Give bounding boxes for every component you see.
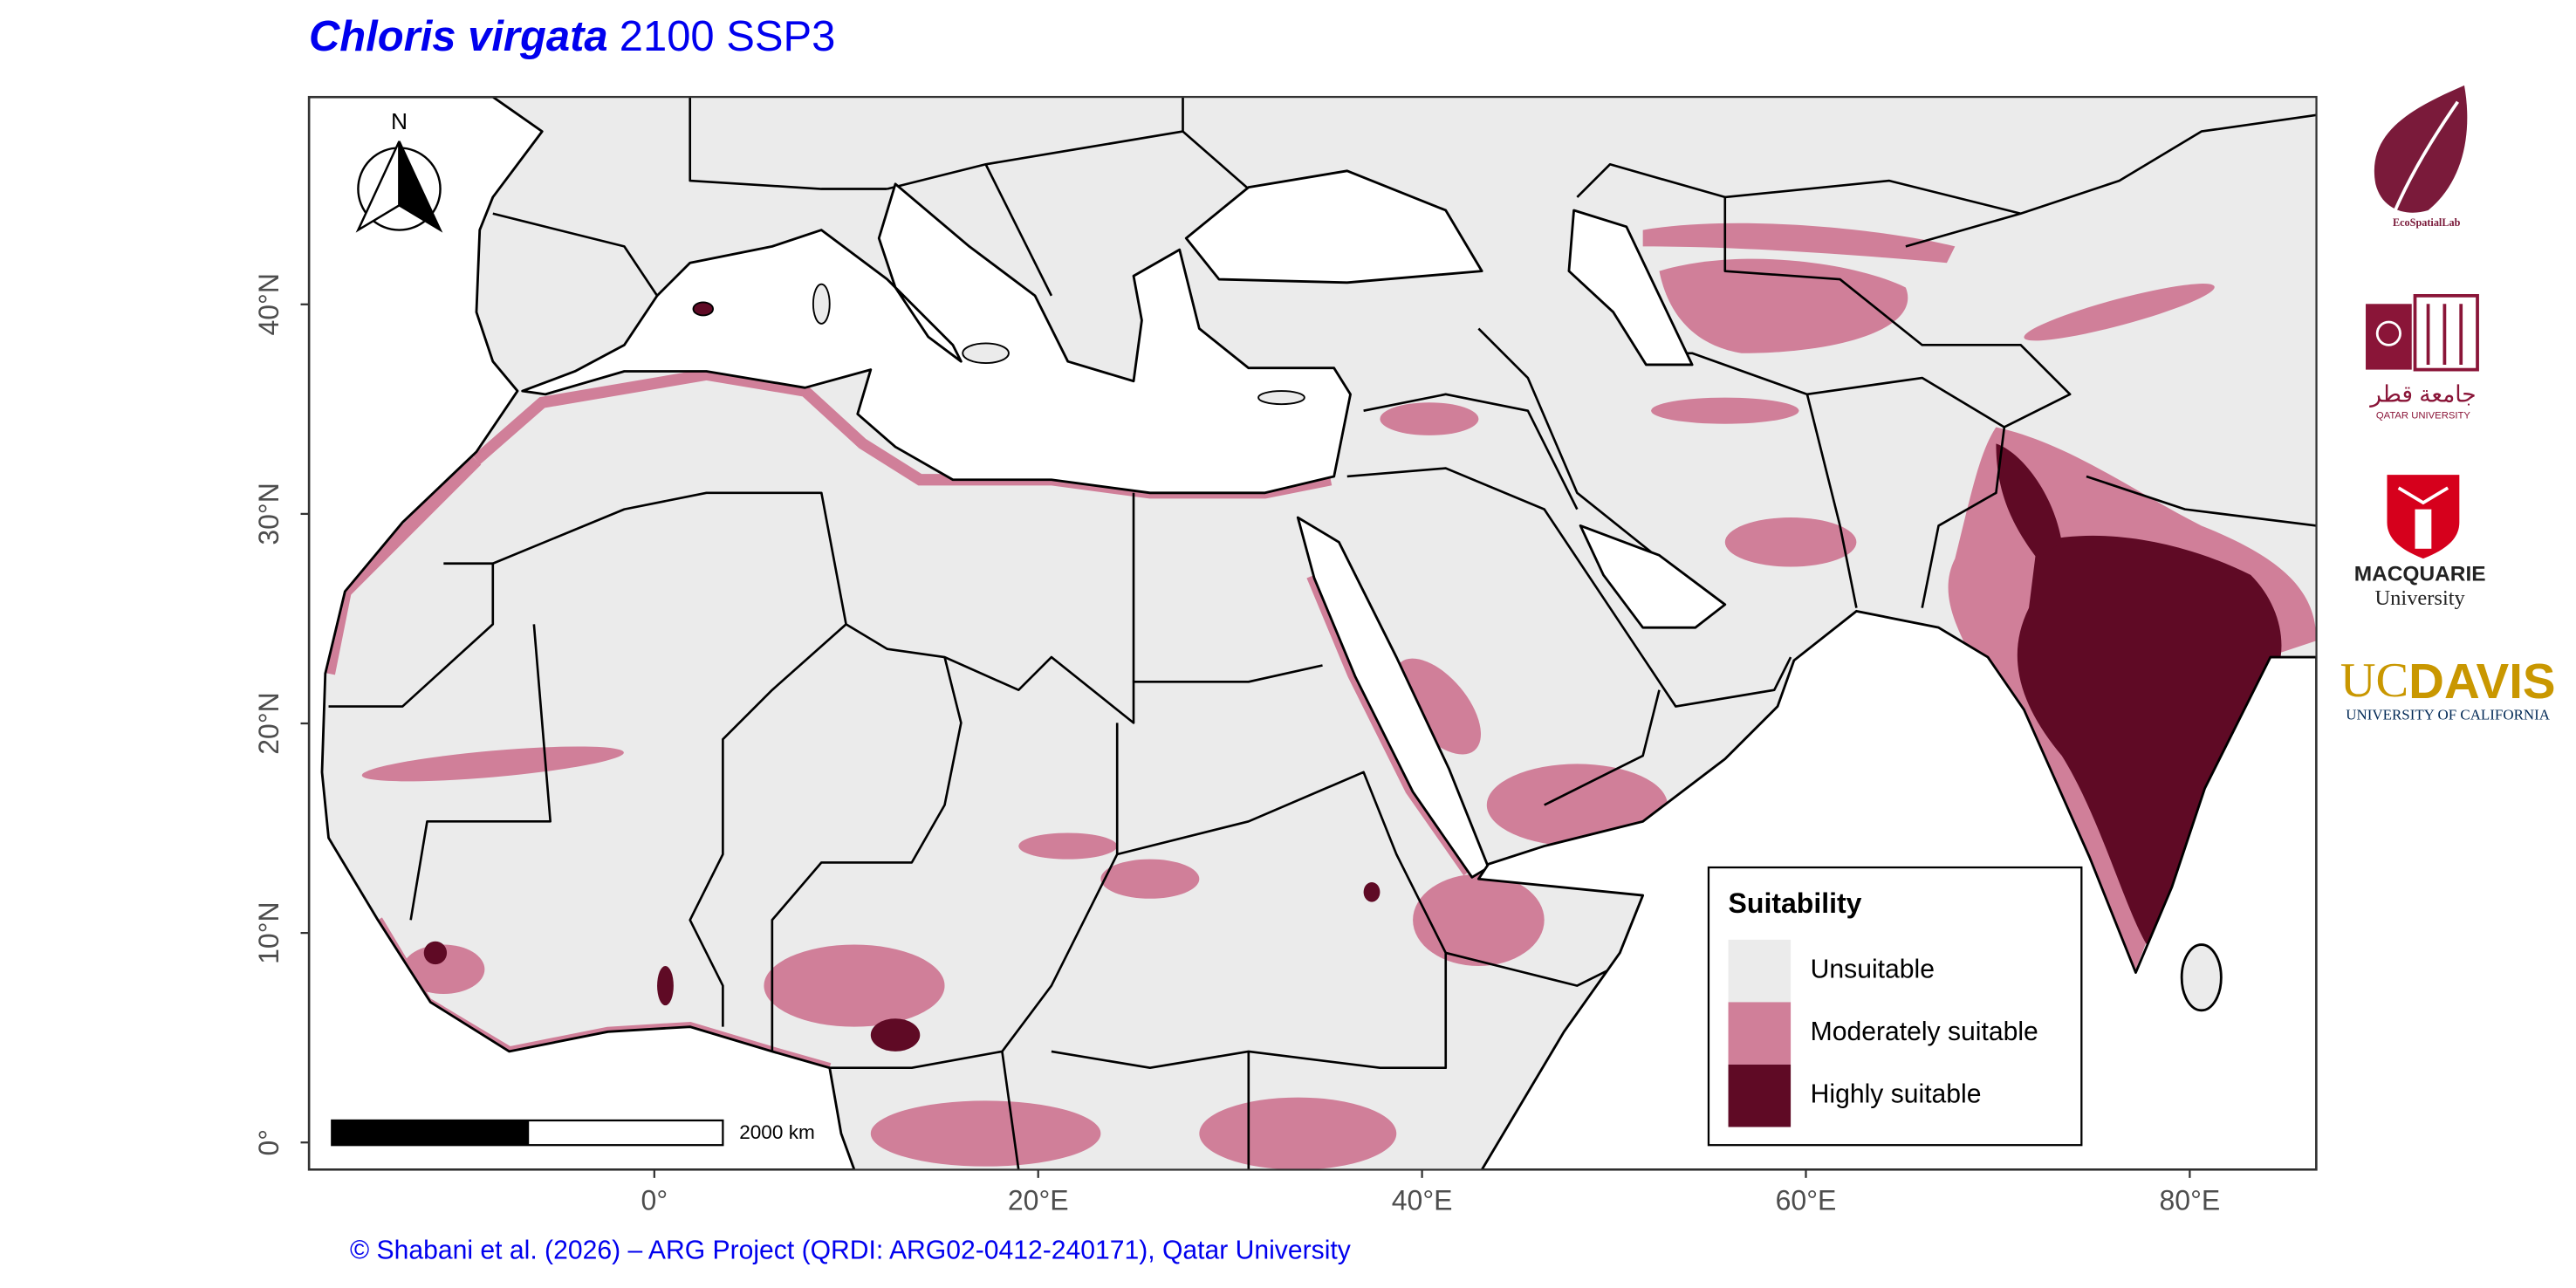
patch — [1996, 443, 2062, 559]
patch — [1100, 859, 1200, 899]
patch — [361, 746, 624, 782]
patch — [1363, 881, 1380, 902]
credit: © Shabani et al. (2026) – ARG Project (Q… — [350, 1237, 1351, 1265]
patch — [423, 941, 448, 965]
y-tick-label: 0° — [253, 1129, 284, 1156]
logos: EcoSpatialLab جامعة قطر QATAR UNIVERSITY… — [2340, 85, 2556, 723]
y-tick-label: 40°N — [253, 273, 284, 336]
patch — [870, 1100, 1101, 1167]
patch — [402, 944, 485, 995]
qatar-arabic: جامعة قطر — [2368, 381, 2476, 408]
patch — [2024, 284, 2215, 341]
qatar-university-logo: جامعة قطر QATAR UNIVERSITY — [2366, 293, 2479, 421]
patch — [764, 944, 945, 1027]
island — [962, 342, 1010, 365]
scale-label: 2000 km — [739, 1121, 815, 1143]
ucdavis-logo: UCDAVIS UNIVERSITY OF CALIFORNIA — [2340, 654, 2556, 723]
x-tick-label: 20°E — [1008, 1185, 1069, 1216]
x-tick-label: 40°E — [1392, 1185, 1453, 1216]
species: Chloris virgata — [309, 13, 608, 60]
davis: DAVIS — [2408, 654, 2555, 709]
uc: UC — [2340, 654, 2408, 708]
patch — [1394, 658, 1481, 755]
legend-label: Unsuitable — [1811, 956, 1935, 984]
scale-bar: 2000 km — [331, 1119, 815, 1147]
title: Chloris virgata 2100 SSP3 — [309, 13, 835, 60]
legend: Suitability Unsuitable Moderately suitabl… — [1707, 866, 2083, 1147]
scenario: 2100 SSP3 — [620, 13, 836, 60]
ucdavis-sub: UNIVERSITY OF CALIFORNIA — [2346, 707, 2550, 723]
patch — [1642, 223, 1956, 264]
legend-label: Highly suitable — [1811, 1080, 1982, 1109]
macquarie-logo: MACQUARIE University — [2354, 475, 2486, 610]
legend-swatch — [1728, 939, 1792, 1003]
caspian-sea — [1567, 209, 1694, 367]
ecospatiallab-logo: EcoSpatialLab — [2374, 85, 2468, 229]
patch — [657, 966, 674, 1006]
y-tick-label: 10°N — [253, 901, 284, 963]
patch — [1199, 1097, 1397, 1170]
coastal-patch — [322, 455, 482, 675]
legend-title: Suitability — [1729, 887, 1862, 919]
axes: 0° 20°E 40°E 60°E 80°E 0° 10°N 20°N 30°N 40°N — [253, 273, 2220, 1216]
patch — [1380, 402, 1479, 435]
black-sea — [1184, 169, 1483, 284]
x-tick-label: 0° — [641, 1185, 668, 1216]
atlantic — [308, 97, 856, 1170]
qatar-university: QATAR UNIVERSITY — [2376, 410, 2470, 421]
x-tick-label: 80°E — [2160, 1185, 2221, 1216]
island — [812, 283, 831, 325]
mediterranean — [521, 182, 1352, 495]
legend-label: Moderately suitable — [1811, 1017, 2038, 1046]
north-arrow: N — [355, 108, 443, 233]
sri-lanka — [2180, 943, 2223, 1012]
plot-frame — [307, 95, 2318, 1171]
patch — [2017, 535, 2282, 953]
ecospatiallab: EcoSpatialLab — [2393, 216, 2461, 229]
patch — [870, 1018, 921, 1052]
north-label: N — [391, 108, 408, 134]
patch — [1018, 832, 1118, 860]
macquarie: MACQUARIE — [2354, 562, 2486, 586]
island — [1257, 390, 1305, 406]
y-tick-label: 30°N — [253, 483, 284, 545]
y-tick-label: 20°N — [253, 692, 284, 755]
patch — [1413, 874, 1545, 966]
map: 0° 20°E 40°E 60°E 80°E 0° 10°N 20°N 30°N 40°N N 2… — [253, 95, 2318, 1216]
x-tick-label: 60°E — [1776, 1185, 1837, 1216]
macquarie-sub: University — [2374, 586, 2465, 610]
ucdavis: UCDAVIS — [2340, 654, 2556, 709]
patch — [1651, 397, 1799, 424]
island — [692, 301, 715, 317]
persian-gulf — [1579, 524, 1727, 629]
legend-swatch — [1728, 1002, 1792, 1065]
red-sea — [1296, 516, 1490, 879]
patch — [1724, 517, 1857, 567]
legend-swatch — [1728, 1064, 1792, 1127]
